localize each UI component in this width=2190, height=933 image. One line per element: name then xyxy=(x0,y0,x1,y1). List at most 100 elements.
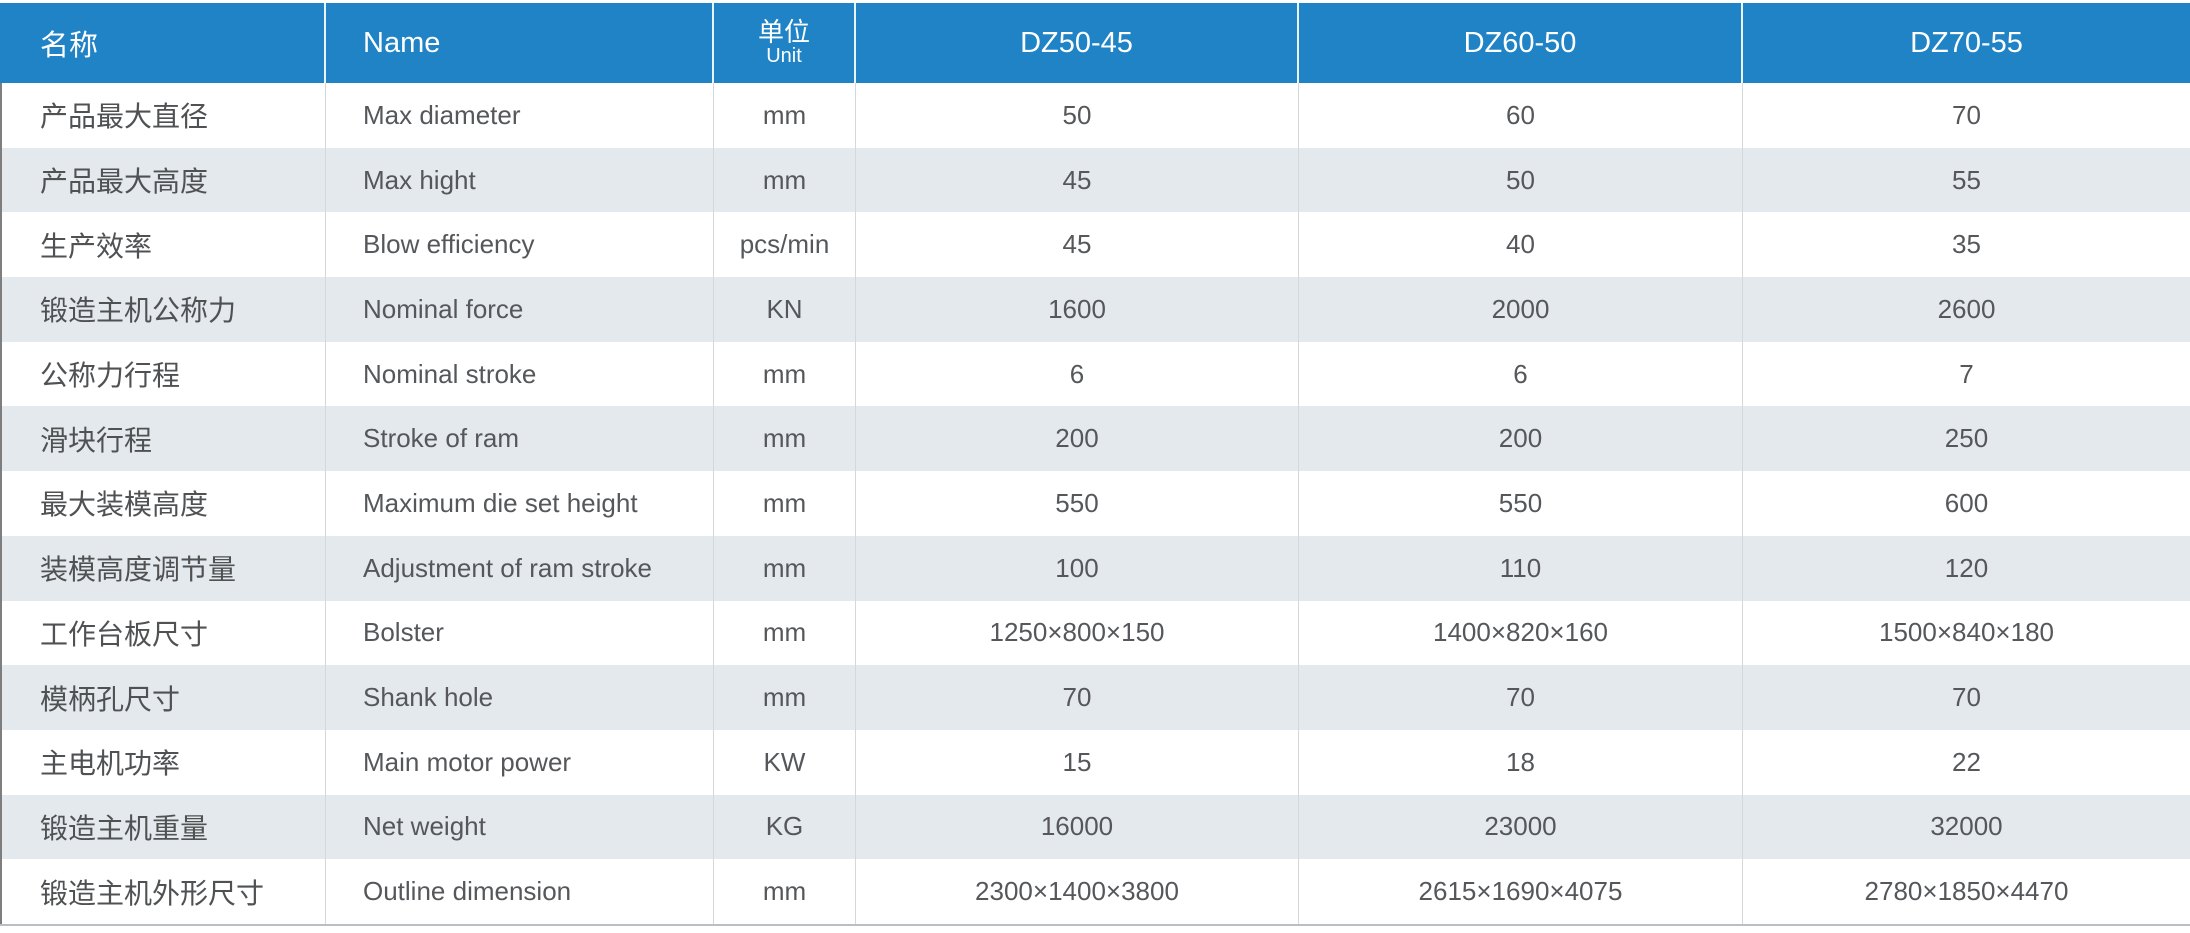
table-row: 最大装模高度 Maximum die set height mm 550 550 600 xyxy=(0,471,2190,536)
spec-unit: mm xyxy=(714,859,856,924)
spec-unit: mm xyxy=(714,471,856,536)
spec-value-dz60-50: 18 xyxy=(1299,729,1743,795)
spec-name-en: Bolster xyxy=(326,600,714,666)
spec-name-cn: 产品最大高度 xyxy=(0,147,326,213)
spec-name-cn: 产品最大直径 xyxy=(0,83,326,148)
spec-unit: mm xyxy=(714,600,856,666)
spec-value-dz60-50: 40 xyxy=(1299,212,1743,278)
table-row: 锻造主机重量 Net weight KG 16000 23000 32000 xyxy=(0,794,2190,860)
table-row: 公称力行程 Nominal stroke mm 6 6 7 xyxy=(0,341,2190,407)
spec-name-en: Outline dimension xyxy=(326,859,714,924)
header-name-cn: 名称 xyxy=(0,3,326,83)
spec-value-dz50-45: 45 xyxy=(856,212,1299,278)
spec-value-dz70-55: 600 xyxy=(1944,487,1989,518)
spec-name-en: Adjustment of ram stroke xyxy=(326,535,714,601)
table-row: 锻造主机外形尺寸 Outline dimension mm 2300×1400×380… xyxy=(0,859,2190,924)
table-row: 模柄孔尺寸 Shank hole mm 70 70 70 xyxy=(0,665,2190,730)
spec-name-en: Nominal stroke xyxy=(326,341,714,407)
spec-value-dz60-50: 550 xyxy=(1299,471,1743,536)
spec-name-cn: 最大装模高度 xyxy=(0,471,326,536)
spec-name-cn: 锻造主机重量 xyxy=(0,794,326,860)
spec-value-dz50-45: 70 xyxy=(856,665,1299,730)
spec-value-dz70-55: 35 xyxy=(1952,229,1981,260)
spec-value-dz60-50: 2615×1690×4075 xyxy=(1299,859,1743,924)
spec-value-dz70-55: 250 xyxy=(1944,423,1989,454)
spec-name-cn: 装模高度调节量 xyxy=(0,535,326,601)
spec-name-cn: 滑块行程 xyxy=(0,406,326,472)
spec-name-en: Max diameter xyxy=(326,83,714,148)
spec-value-dz50-45: 2300×1400×3800 xyxy=(856,859,1299,924)
table-row: 产品最大直径 Max diameter mm 50 60 70 xyxy=(0,83,2190,148)
spec-unit: mm xyxy=(714,341,856,407)
spec-name-en: Blow efficiency xyxy=(326,212,714,278)
spec-name-cn: 公称力行程 xyxy=(0,341,326,407)
table-row: 装模高度调节量 Adjustment of ram stroke mm 100 110 1… xyxy=(0,535,2190,601)
spec-name-cn: 主电机功率 xyxy=(0,729,326,795)
header-model-dz70-55: DZ70-55 xyxy=(1743,3,2190,83)
spec-value-dz60-50: 110 xyxy=(1299,535,1743,601)
spec-value-dz60-50: 1400×820×160 xyxy=(1299,600,1743,666)
header-unit-cn: 单位 xyxy=(757,17,810,48)
header-unit: 单位 Unit xyxy=(714,3,856,83)
spec-value-dz60-50: 23000 xyxy=(1299,794,1743,860)
spec-value-dz50-45: 45 xyxy=(856,147,1299,213)
spec-value-dz60-50: 60 xyxy=(1299,83,1743,148)
spec-name-en: Shank hole xyxy=(326,665,714,730)
spec-value-dz70-55: 2780×1850×4470 xyxy=(1864,876,2069,907)
spec-value-dz60-50: 50 xyxy=(1299,147,1743,213)
spec-value-dz50-45: 200 xyxy=(856,406,1299,472)
spec-value-dz50-45: 100 xyxy=(856,535,1299,601)
table-body: 产品最大直径 Max diameter mm 50 60 70 产品最大高度 Max high… xyxy=(0,83,2190,926)
spec-name-cn: 锻造主机外形尺寸 xyxy=(0,859,326,924)
spec-name-cn: 模柄孔尺寸 xyxy=(0,665,326,730)
spec-value-dz70-55: 32000 xyxy=(1930,811,2003,842)
spec-value-dz60-50: 200 xyxy=(1299,406,1743,472)
spec-unit: mm xyxy=(714,147,856,213)
spec-name-cn: 锻造主机公称力 xyxy=(0,277,326,342)
spec-value-dz60-50: 70 xyxy=(1299,665,1743,730)
spec-value-dz50-45: 550 xyxy=(856,471,1299,536)
spec-value-dz70-55: 22 xyxy=(1952,746,1981,777)
spec-name-cn: 生产效率 xyxy=(0,212,326,278)
header-name-en: Name xyxy=(326,3,714,83)
spec-value-dz70-55: 2600 xyxy=(1937,293,1996,324)
spec-table: 名称 Name 单位 Unit DZ50-45 DZ60-50 DZ70-55 … xyxy=(0,3,2190,926)
spec-name-en: Maximum die set height xyxy=(326,471,714,536)
spec-value-dz50-45: 6 xyxy=(856,341,1299,407)
spec-name-en: Max hight xyxy=(326,147,714,213)
spec-value-dz70-55: 7 xyxy=(1959,358,1974,389)
header-model-dz50-45: DZ50-45 xyxy=(856,3,1299,83)
spec-value-dz50-45: 1250×800×150 xyxy=(856,600,1299,666)
spec-value-dz50-45: 50 xyxy=(856,83,1299,148)
spec-value-dz50-45: 16000 xyxy=(856,794,1299,860)
spec-unit: KG xyxy=(714,794,856,860)
spec-value-dz50-45: 1600 xyxy=(856,277,1299,342)
spec-name-en: Main motor power xyxy=(326,729,714,795)
table-row: 生产效率 Blow efficiency pcs/min 45 40 35 xyxy=(0,212,2190,278)
spec-value-dz70-55: 70 xyxy=(1952,99,1981,130)
table-row: 主电机功率 Main motor power KW 15 18 22 xyxy=(0,729,2190,795)
header-unit-en: Unit xyxy=(766,45,802,68)
spec-name-en: Stroke of ram xyxy=(326,406,714,472)
spec-value-dz70-55: 120 xyxy=(1944,552,1989,583)
spec-value-dz50-45: 15 xyxy=(856,729,1299,795)
table-row: 产品最大高度 Max hight mm 45 50 55 xyxy=(0,147,2190,213)
spec-unit: mm xyxy=(714,665,856,730)
spec-name-cn: 工作台板尺寸 xyxy=(0,600,326,666)
spec-value-dz70-55: 70 xyxy=(1952,682,1981,713)
table-row: 工作台板尺寸 Bolster mm 1250×800×150 1400×820×160 1… xyxy=(0,600,2190,666)
table-row: 锻造主机公称力 Nominal force KN 1600 2000 2600 xyxy=(0,277,2190,342)
spec-value-dz60-50: 6 xyxy=(1299,341,1743,407)
spec-name-en: Nominal force xyxy=(326,277,714,342)
spec-unit: mm xyxy=(714,535,856,601)
spec-value-dz60-50: 2000 xyxy=(1299,277,1743,342)
spec-unit: mm xyxy=(714,406,856,472)
table-row: 滑块行程 Stroke of ram mm 200 200 250 xyxy=(0,406,2190,472)
spec-unit: pcs/min xyxy=(714,212,856,278)
spec-name-en: Net weight xyxy=(326,794,714,860)
spec-value-dz70-55: 1500×840×180 xyxy=(1879,617,2054,648)
spec-unit: mm xyxy=(714,83,856,148)
spec-unit: KW xyxy=(714,729,856,795)
table-header-row: 名称 Name 单位 Unit DZ50-45 DZ60-50 DZ70-55 xyxy=(0,3,2190,83)
spec-value-dz70-55: 55 xyxy=(1952,164,1981,195)
